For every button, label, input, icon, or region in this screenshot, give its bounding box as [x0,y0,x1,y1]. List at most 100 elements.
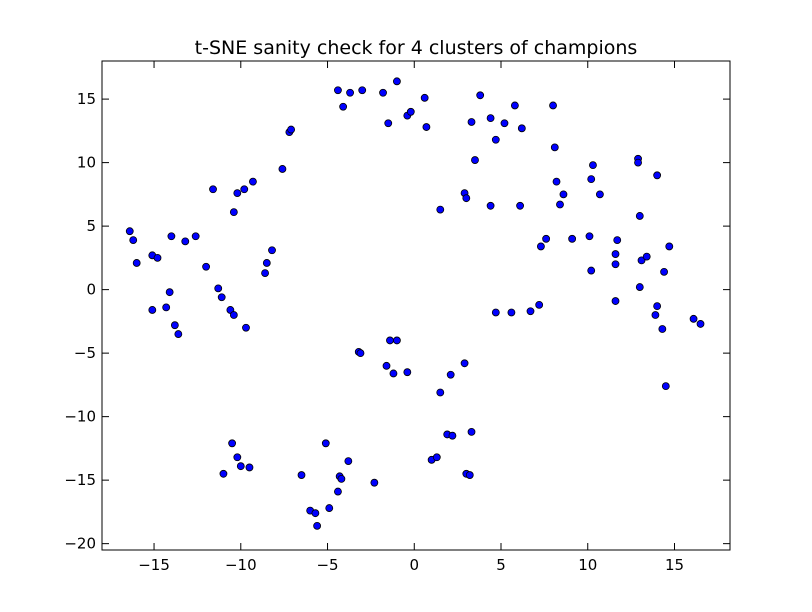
scatter-point [486,114,495,123]
scatter-point [321,439,330,448]
scatter-point [240,185,249,194]
y-tick-label: −20 [64,535,96,553]
scatter-point [393,336,401,345]
scatter-point [313,521,322,530]
scatter-point [311,509,320,518]
scatter-point [595,190,604,199]
y-tick-label: 15 [77,90,96,108]
scatter-point [549,101,557,110]
scatter-point [661,382,670,391]
scatter-point [589,161,597,170]
scatter-point [181,237,190,246]
scatter-point [559,190,568,199]
scatter-point [132,259,141,267]
scatter-point [268,246,276,255]
scatter-point [585,232,594,241]
scatter-point [325,504,334,512]
x-tick-label: −5 [316,556,338,574]
scatter-point [393,77,401,86]
scatter-point [507,308,516,317]
scatter-point [346,88,354,97]
scatter-point [448,431,457,440]
scatter-point [125,227,134,236]
x-axis: −15 −10 −5 0 5 10 15 [138,61,684,574]
scatter-point [526,307,535,316]
scatter-point [242,323,250,332]
scatter-point [384,119,393,128]
scatter-point [379,88,387,97]
scatter-point [432,453,441,462]
scatter-point [613,236,622,244]
scatter-point [358,86,367,95]
scatter-points [125,77,705,530]
scatter-point [568,234,577,243]
scatter-point [467,427,476,436]
x-tick-label: 15 [665,556,684,574]
scatter-point [611,250,620,258]
scatter-point [148,306,157,314]
scatter-point [389,369,398,378]
scatter-point [689,314,698,323]
scatter-point [537,242,545,251]
scatter-point [229,311,238,319]
scatter-point [229,208,238,217]
scatter-point [653,171,662,180]
scatter-point [462,194,471,203]
scatter-point [422,123,431,131]
scatter-point [337,474,346,483]
scatter-point [486,201,495,210]
scatter-point [467,118,476,126]
x-tick-label: −10 [225,556,257,574]
scatter-point [542,234,551,243]
scatter-point [660,267,668,276]
scatter-point [611,260,620,269]
scatter-point [344,457,353,465]
scatter-point [129,236,138,244]
scatter-point [471,156,479,164]
x-tick-label: 0 [409,556,419,574]
scatter-point [587,266,596,275]
scatter-point [382,361,391,370]
scatter-point [356,349,365,358]
scatter-point [406,107,415,116]
scatter-point [170,321,179,330]
y-axis: −20 −15 −10 −5 0 5 10 15 [64,90,730,553]
scatter-point [460,359,469,368]
scatter-point [510,101,519,110]
scatter-point [249,177,257,186]
scatter-point [209,185,217,194]
scatter-point [261,269,269,278]
scatter-point [651,311,660,319]
x-tick-label: 10 [578,556,597,574]
scatter-point [370,478,379,487]
scatter-point [658,325,667,333]
scatter-point [162,303,171,312]
scatter-point [153,253,162,262]
scatter-point [233,189,242,197]
y-tick-label: 5 [86,217,96,235]
scatter-point [233,453,242,462]
scatter-point [217,293,226,302]
scatter-point [214,284,223,293]
x-tick-label: 5 [496,556,506,574]
y-tick-label: −5 [74,344,96,362]
scatter-point [556,200,564,209]
scatter-point [202,262,210,271]
scatter-point [611,297,620,305]
scatter-point [491,135,500,144]
scatter-point [653,302,662,311]
scatter-point [334,487,342,496]
scatter-point [245,463,254,472]
scatter-point [403,368,412,377]
scatter-point [634,158,642,167]
scatter-point [500,119,509,128]
scatter-point [297,471,306,479]
scatter-point [642,252,651,261]
scatter-point [635,212,644,220]
scatter-point [262,259,271,267]
scatter-point [436,388,445,397]
scatter-point [516,201,524,210]
scatter-point [665,242,674,251]
scatter-point [420,93,429,102]
y-tick-label: 0 [86,281,96,299]
